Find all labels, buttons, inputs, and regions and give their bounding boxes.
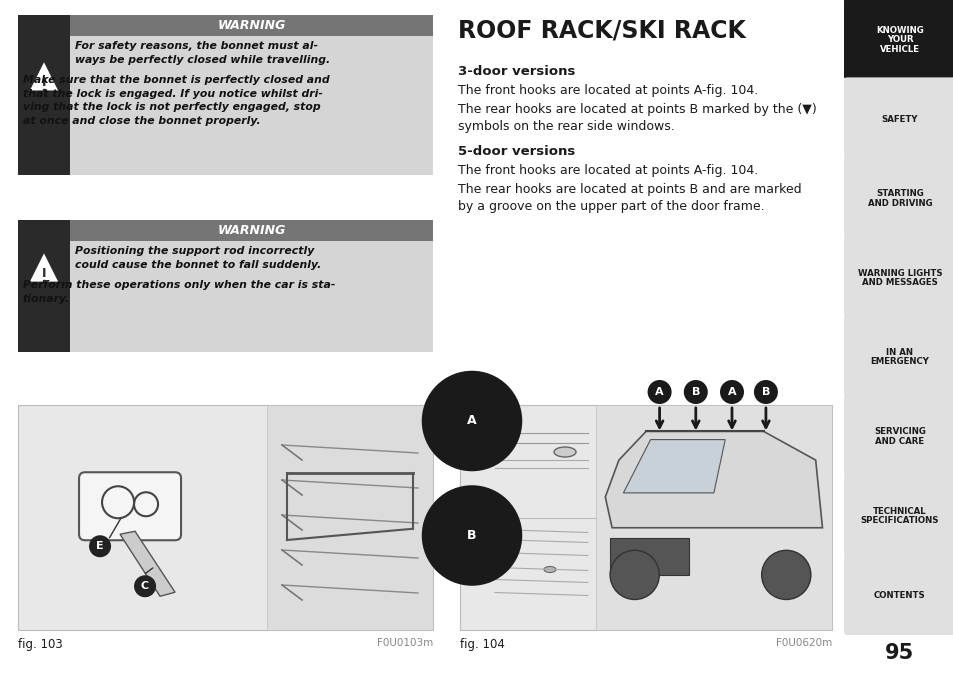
Text: The rear hooks are located at points B and are marked
by a groove on the upper p: The rear hooks are located at points B a… bbox=[457, 183, 801, 213]
Circle shape bbox=[647, 380, 671, 404]
Text: F0U0103m: F0U0103m bbox=[376, 638, 433, 648]
Text: A: A bbox=[467, 415, 476, 427]
Circle shape bbox=[753, 380, 777, 404]
Text: AND MESSAGES: AND MESSAGES bbox=[862, 278, 937, 287]
Text: CONTENTS: CONTENTS bbox=[873, 591, 925, 600]
Bar bbox=[18, 220, 433, 352]
FancyBboxPatch shape bbox=[843, 316, 953, 397]
FancyBboxPatch shape bbox=[843, 554, 953, 635]
Circle shape bbox=[134, 575, 156, 597]
FancyBboxPatch shape bbox=[843, 474, 953, 556]
Text: AND DRIVING: AND DRIVING bbox=[867, 199, 931, 208]
Text: C: C bbox=[141, 581, 149, 592]
Text: A: A bbox=[655, 387, 663, 397]
Bar bbox=[609, 538, 688, 575]
Text: SERVICING: SERVICING bbox=[873, 427, 925, 436]
Ellipse shape bbox=[554, 447, 576, 457]
Bar bbox=[70, 220, 433, 241]
Text: IN AN: IN AN bbox=[885, 348, 913, 357]
FancyBboxPatch shape bbox=[843, 236, 953, 318]
Circle shape bbox=[683, 380, 707, 404]
Bar bbox=[70, 15, 433, 36]
Text: Make sure that the bonnet is perfectly closed and
that the lock is engaged. If y: Make sure that the bonnet is perfectly c… bbox=[23, 75, 330, 126]
Bar bbox=[596, 405, 831, 630]
Text: EMERGENCY: EMERGENCY bbox=[870, 357, 928, 367]
Text: 95: 95 bbox=[884, 643, 914, 663]
Polygon shape bbox=[29, 252, 59, 282]
Text: STARTING: STARTING bbox=[875, 189, 923, 198]
Text: SAFETY: SAFETY bbox=[881, 114, 918, 124]
FancyBboxPatch shape bbox=[843, 77, 953, 159]
Circle shape bbox=[610, 551, 659, 600]
Text: AND CARE: AND CARE bbox=[875, 437, 923, 446]
Text: SPECIFICATIONS: SPECIFICATIONS bbox=[860, 516, 939, 525]
Text: I: I bbox=[42, 267, 46, 280]
Bar bbox=[18, 220, 70, 352]
Text: E: E bbox=[96, 541, 104, 551]
Text: F0U0620m: F0U0620m bbox=[775, 638, 831, 648]
Text: Perform these operations only when the car is sta-
tionary.: Perform these operations only when the c… bbox=[23, 280, 335, 304]
FancyBboxPatch shape bbox=[843, 0, 953, 79]
Text: TECHNICAL: TECHNICAL bbox=[872, 507, 926, 516]
Text: KNOWING: KNOWING bbox=[875, 26, 923, 34]
Text: WARNING: WARNING bbox=[217, 224, 285, 237]
Text: WARNING: WARNING bbox=[217, 19, 285, 32]
FancyBboxPatch shape bbox=[79, 472, 181, 540]
Text: A: A bbox=[727, 387, 736, 397]
Circle shape bbox=[720, 380, 743, 404]
Text: B: B bbox=[691, 387, 700, 397]
Polygon shape bbox=[622, 439, 724, 493]
Bar bbox=[18, 405, 433, 630]
Text: 5-door versions: 5-door versions bbox=[457, 145, 575, 158]
Bar bbox=[267, 405, 433, 630]
Text: I: I bbox=[42, 75, 46, 89]
Text: B: B bbox=[467, 529, 476, 542]
Bar bbox=[18, 15, 433, 175]
Polygon shape bbox=[604, 431, 821, 528]
Bar bbox=[18, 15, 70, 175]
Text: YOUR: YOUR bbox=[885, 35, 912, 44]
Text: The rear hooks are located at points B marked by the (▼)
symbols on the rear sid: The rear hooks are located at points B m… bbox=[457, 103, 816, 133]
Circle shape bbox=[760, 551, 810, 600]
FancyBboxPatch shape bbox=[843, 395, 953, 476]
Text: ROOF RACK/SKI RACK: ROOF RACK/SKI RACK bbox=[457, 18, 745, 42]
Text: For safety reasons, the bonnet must al-
ways be perfectly closed while travellin: For safety reasons, the bonnet must al- … bbox=[75, 41, 330, 65]
Text: fig. 104: fig. 104 bbox=[459, 638, 504, 651]
Text: The front hooks are located at points A-fig. 104.: The front hooks are located at points A-… bbox=[457, 164, 758, 177]
Text: The front hooks are located at points A-fig. 104.: The front hooks are located at points A-… bbox=[457, 84, 758, 97]
Polygon shape bbox=[29, 61, 59, 91]
Text: fig. 103: fig. 103 bbox=[18, 638, 63, 651]
FancyBboxPatch shape bbox=[843, 157, 953, 238]
Polygon shape bbox=[120, 531, 174, 596]
Circle shape bbox=[89, 535, 111, 557]
Text: Positioning the support rod incorrectly
could cause the bonnet to fall suddenly.: Positioning the support rod incorrectly … bbox=[75, 246, 321, 270]
Text: WARNING LIGHTS: WARNING LIGHTS bbox=[857, 269, 942, 277]
Text: VEHICLE: VEHICLE bbox=[879, 45, 919, 54]
Text: 3-door versions: 3-door versions bbox=[457, 65, 575, 78]
Text: B: B bbox=[760, 387, 769, 397]
Bar bbox=[459, 405, 831, 630]
Ellipse shape bbox=[543, 567, 556, 573]
